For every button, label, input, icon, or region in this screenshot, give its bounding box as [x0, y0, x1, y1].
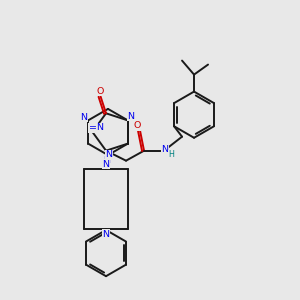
Text: O: O	[133, 121, 141, 130]
Text: N: N	[161, 145, 169, 154]
Text: N: N	[106, 150, 112, 159]
Text: N: N	[103, 156, 110, 165]
Text: N: N	[128, 112, 134, 121]
Text: O: O	[97, 87, 104, 96]
Text: H: H	[168, 150, 174, 159]
Text: N: N	[80, 113, 88, 122]
Text: N: N	[103, 230, 110, 238]
Text: N: N	[103, 160, 110, 169]
Text: =N: =N	[89, 124, 104, 133]
